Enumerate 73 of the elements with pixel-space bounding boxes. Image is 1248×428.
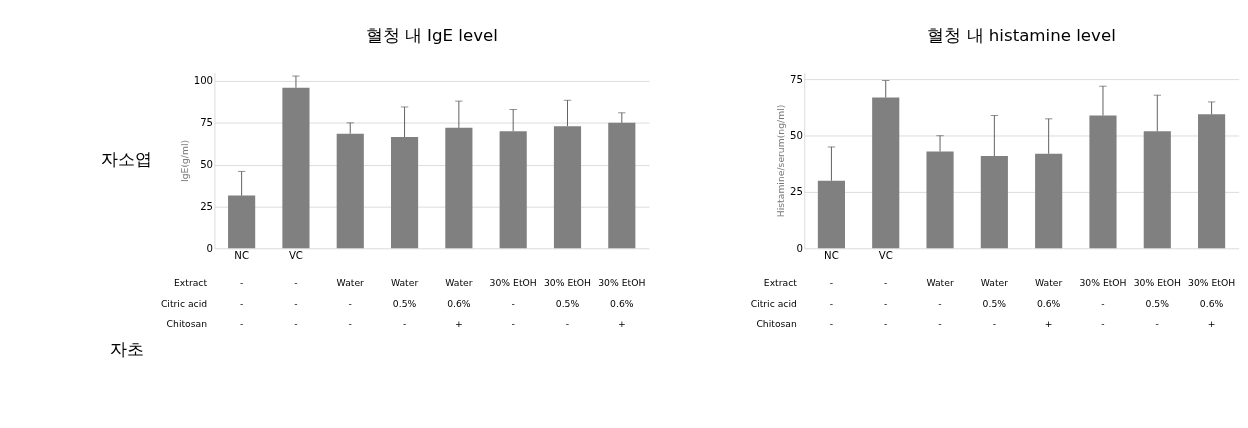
y-tick-label: 100 (193, 75, 214, 87)
text: - (829, 277, 834, 289)
text: Water (1035, 277, 1063, 289)
text: Chitosan (166, 317, 208, 329)
text: + (455, 317, 463, 329)
text: - (348, 297, 352, 309)
y-tick-label: 50 (200, 158, 214, 170)
x-tick-label: NC (234, 249, 249, 261)
text: 0.6% (1199, 297, 1224, 309)
text: - (402, 317, 407, 329)
y-tick-label: 75 (789, 73, 803, 85)
text: Water (980, 277, 1009, 289)
text: Extract (174, 277, 208, 289)
chart-title: 혈청 내 histamine level (927, 26, 1116, 46)
text: - (294, 277, 298, 289)
text: + (617, 317, 626, 329)
text: Citric acid (750, 297, 797, 309)
text: Water (926, 277, 954, 289)
text: 30% EtOH (543, 277, 592, 289)
x-tick-label: NC (824, 249, 839, 261)
text: Water (336, 277, 365, 289)
text: - (829, 297, 834, 309)
text: - (884, 297, 888, 309)
text: - (294, 317, 298, 329)
text: - (938, 297, 942, 309)
text: 자초 (109, 339, 144, 359)
text: 0.6% (1036, 297, 1061, 309)
y-axis-title: Histamine/serum(ng/ml) (775, 104, 787, 218)
y-axis-title: IgE(g/ml) (179, 139, 191, 183)
text: - (1155, 317, 1159, 329)
text: - (829, 317, 834, 329)
text: Water (390, 277, 419, 289)
text: + (1044, 317, 1053, 329)
text: 30% EtOH (1188, 277, 1236, 289)
text: 30% EtOH (489, 277, 537, 289)
text: - (239, 277, 244, 289)
x-tick-label: VC (288, 249, 303, 261)
text: - (511, 317, 515, 329)
y-tick-label: 25 (200, 200, 214, 212)
text: 30% EtOH (1133, 277, 1181, 289)
text: 0.6% (447, 297, 471, 309)
text: 0.5% (982, 297, 1007, 309)
text: - (1101, 317, 1105, 329)
y-tick-label: 75 (200, 117, 214, 129)
text: 0.5% (1145, 297, 1170, 309)
text: 0.5% (392, 297, 417, 309)
text: - (239, 317, 244, 329)
y-tick-label: 0 (796, 242, 803, 254)
text: Water (445, 277, 473, 289)
text: + (1207, 317, 1216, 329)
text: - (884, 277, 888, 289)
text: - (1101, 297, 1105, 309)
text: - (565, 317, 570, 329)
text: - (992, 317, 997, 329)
y-tick-label: 25 (789, 186, 803, 198)
y-tick-label: 50 (789, 129, 803, 141)
x-tick-label: VC (878, 249, 893, 261)
y-tick-label: 0 (206, 242, 214, 254)
text: Citric acid (160, 297, 208, 309)
text: - (294, 297, 298, 309)
text: 자소엽 (101, 150, 153, 170)
text: 30% EtOH (598, 277, 646, 289)
text: - (239, 297, 244, 309)
text: - (511, 297, 515, 309)
text: Extract (763, 277, 798, 289)
text: 0.5% (555, 297, 580, 309)
text: - (348, 317, 352, 329)
text: - (938, 317, 942, 329)
text: 30% EtOH (1079, 277, 1127, 289)
text: 0.6% (610, 297, 634, 309)
text: Chitosan (756, 317, 798, 329)
chart-title: 혈청 내 IgE level (365, 26, 498, 46)
text: - (884, 317, 888, 329)
